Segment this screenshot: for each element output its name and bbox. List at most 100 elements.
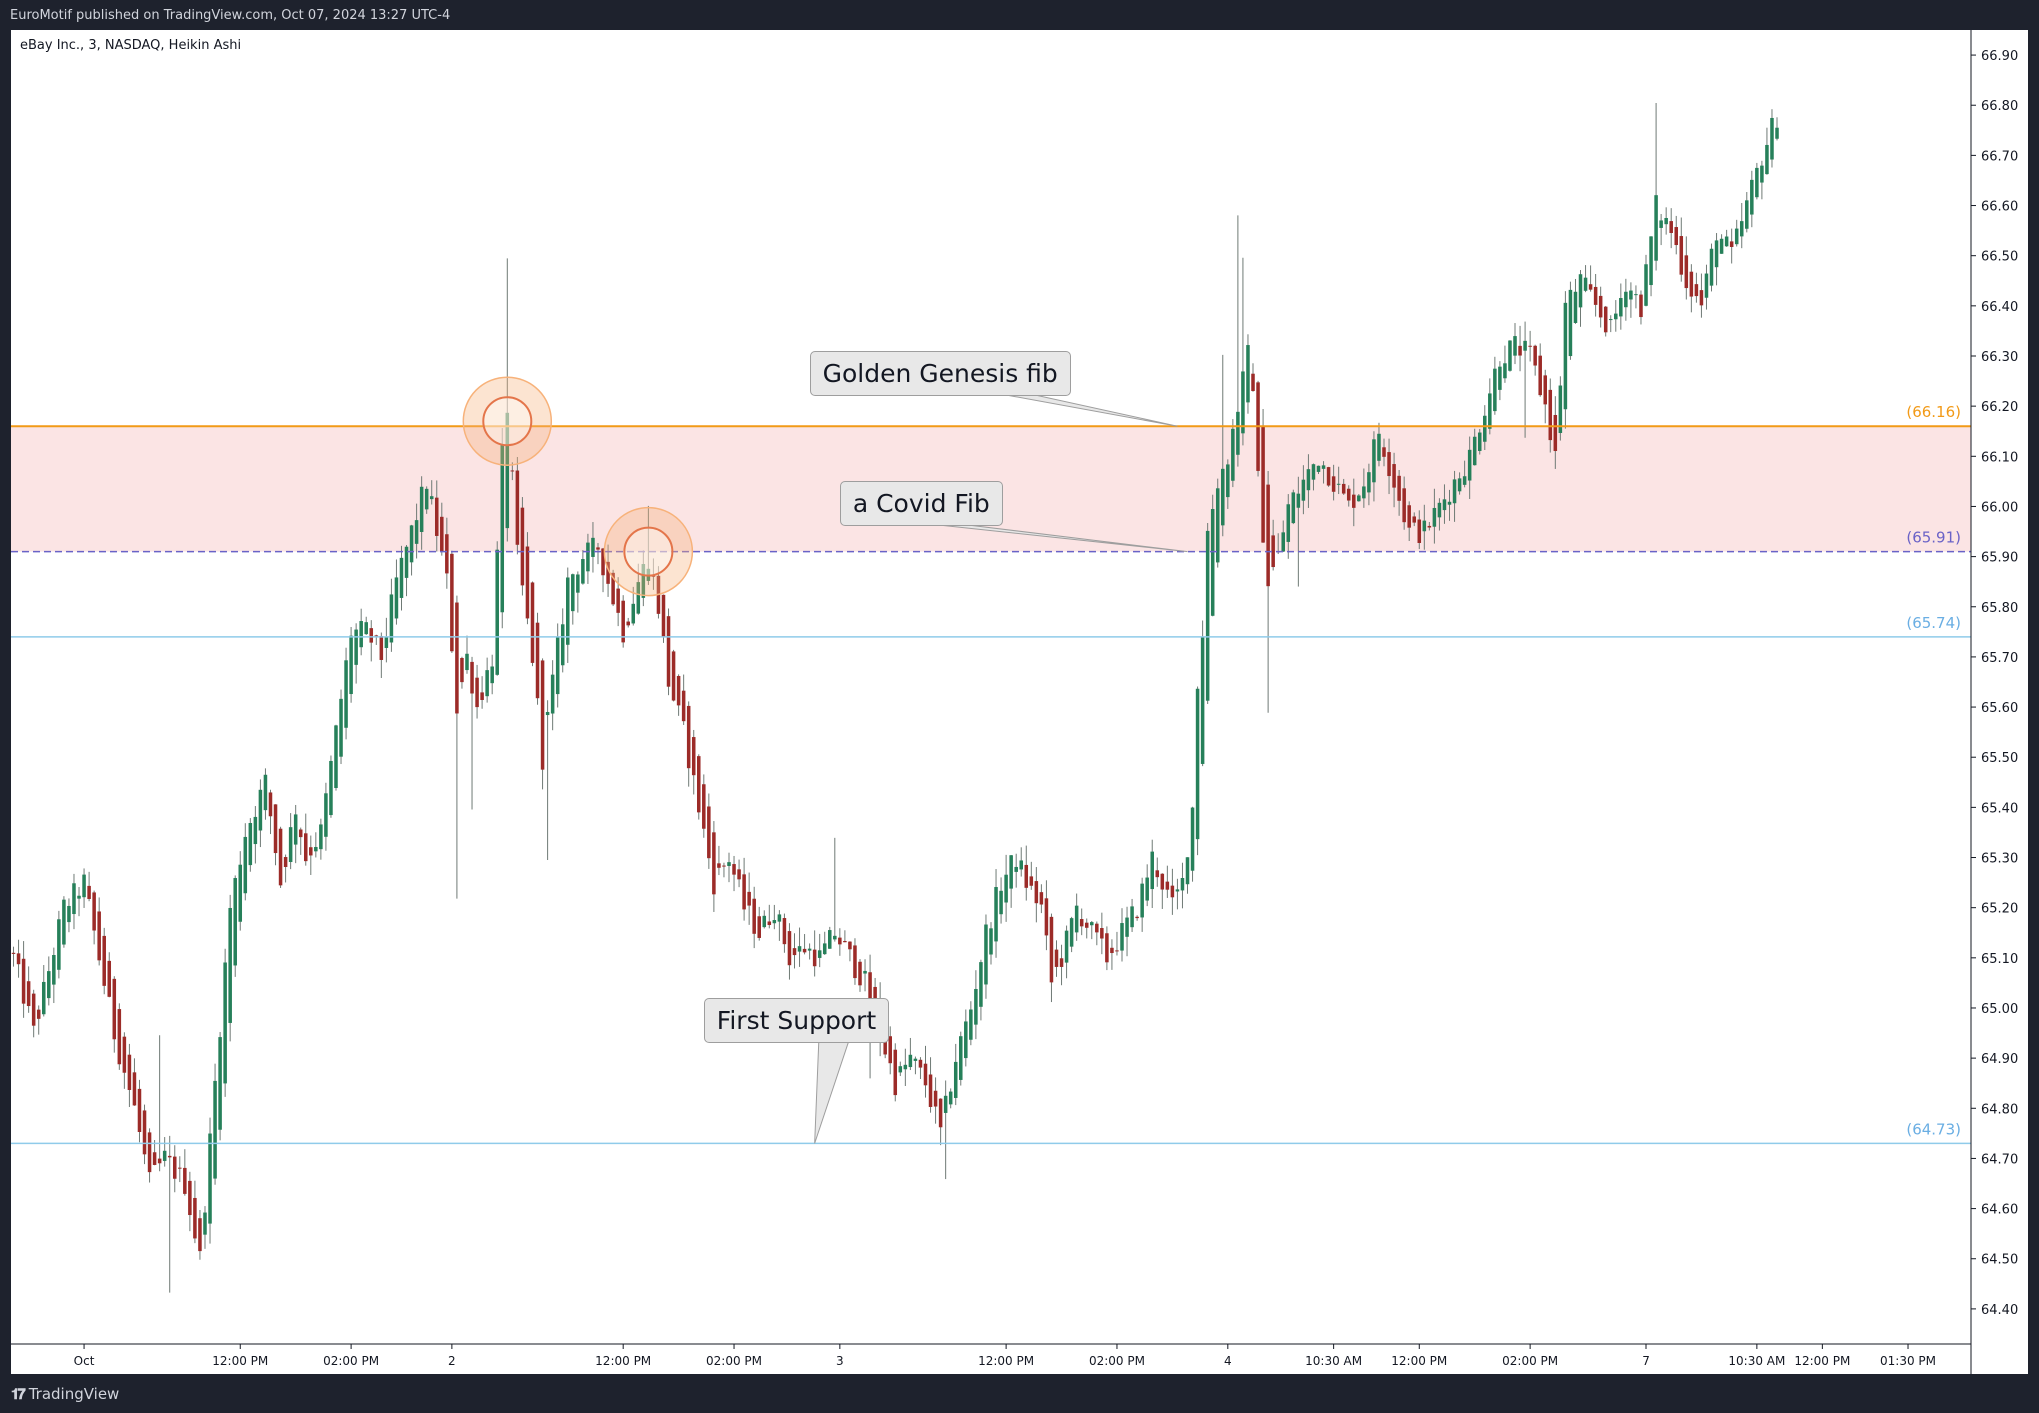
candle-body [203,1212,207,1235]
candle-body [21,958,26,1004]
candle-body [853,945,857,979]
tradingview-brand[interactable]: 𝟏𝟕 TradingView [11,1385,119,1403]
candle-body [782,918,787,945]
candle-body [429,496,434,500]
brand-label: TradingView [28,1385,120,1403]
candle-body [404,546,409,578]
candle-body [999,890,1003,915]
level-label: (65.91) [1906,529,1961,547]
candle-body [948,1091,953,1105]
callout-covid-fib[interactable]: a Covid Fib [839,481,1003,527]
time-tick-label: 01:30 PM [1880,1354,1936,1368]
candle-body [772,920,777,924]
candle-body [989,928,993,955]
candle-body [586,542,590,572]
candle-body [228,907,232,1023]
candle-body [278,828,283,886]
candle-body [1281,532,1285,552]
candle-body [1271,535,1275,568]
candle-body [424,488,429,510]
candle-body [1684,255,1689,289]
candle-body [465,653,469,671]
candle-body [324,793,328,837]
time-tick-label: 02:00 PM [323,1354,379,1368]
candle-body [1674,227,1679,246]
candle-body [913,1058,918,1061]
candle-body [1014,866,1018,872]
candle-body [1296,493,1301,508]
candle-body [1382,447,1386,457]
candle-body [641,564,646,598]
candle-body [1614,313,1618,320]
candle-body [1689,271,1694,297]
time-tick-label: 4 [1224,1354,1232,1368]
candle-body [1699,290,1704,306]
candle-body [752,898,756,934]
candle-body [893,1049,898,1096]
candle-body [923,1063,928,1086]
candle-body [1457,478,1462,492]
candle-body [697,756,701,813]
candle-body [812,949,817,967]
time-tick-label: 3 [836,1354,844,1368]
candle-body [102,935,106,986]
candle-body [233,878,237,966]
level-label: (66.16) [1906,403,1961,421]
candle-body [1291,492,1296,524]
candle-body [1175,889,1180,892]
candle-body [802,948,807,953]
candle-body [1518,345,1522,356]
candle-body [722,865,726,867]
candle-body [1402,488,1406,523]
price-tick-label: 65.00 [1981,1002,2018,1017]
candle-body [712,832,716,895]
candle-body [964,1021,968,1059]
symbol-label: eBay Inc., 3, NASDAQ, Heikin Ashi [20,38,242,53]
callout-pointer [1000,393,1178,427]
level-label: (64.73) [1906,1120,1961,1138]
candle-body [1598,295,1603,318]
candle-body [606,561,610,584]
price-tick-label: 65.20 [1981,902,2018,917]
candle-body [1336,483,1341,485]
candle-body [661,594,666,638]
callout-golden-genesis-fib[interactable]: Golden Genesis fib [809,350,1071,396]
price-tick-label: 66.00 [1981,500,2018,515]
candle-body [1200,637,1205,764]
candle-body [223,962,227,1084]
candle-body [1059,958,1064,967]
candle-body [666,616,671,687]
candle-body [243,836,248,894]
candle-body [1135,916,1139,919]
time-tick-label: 2 [448,1354,456,1368]
candle-body [188,1180,192,1216]
callout-first-support[interactable]: First Support [703,997,890,1043]
publish-info: EuroMotif published on TradingView.com, … [10,8,451,23]
candle-body [349,635,353,695]
chart-panel[interactable]: (66.16) (65.91) (65.74) (64.73) 66.90 66.80 66… [11,30,2028,1374]
candle-body [480,692,484,700]
candle-body [1553,414,1558,452]
candle-body [1649,236,1653,286]
candle-body [1009,855,1013,889]
candle-body [1568,289,1573,357]
candle-body [1266,484,1270,587]
candle-body [898,1066,903,1073]
candle-body [52,954,56,985]
price-tick-label: 65.50 [1981,751,2018,766]
candle-body [571,574,575,612]
price-chart[interactable]: (66.16) (65.91) (65.74) (64.73) 66.90 66.80 66… [11,30,2028,1374]
highlight-circle-inner [623,526,674,577]
candle-body [1437,502,1442,518]
candle-body [1377,433,1381,461]
candle-body [1054,949,1059,967]
candle-body [419,486,424,532]
candle-body [848,941,852,950]
candle-body [1397,475,1401,501]
candle-body [742,874,746,910]
candle-body [828,930,832,949]
candle-body [72,883,76,915]
candle-body [183,1167,187,1194]
candle-body [1659,220,1663,228]
candle-body [979,962,983,1007]
